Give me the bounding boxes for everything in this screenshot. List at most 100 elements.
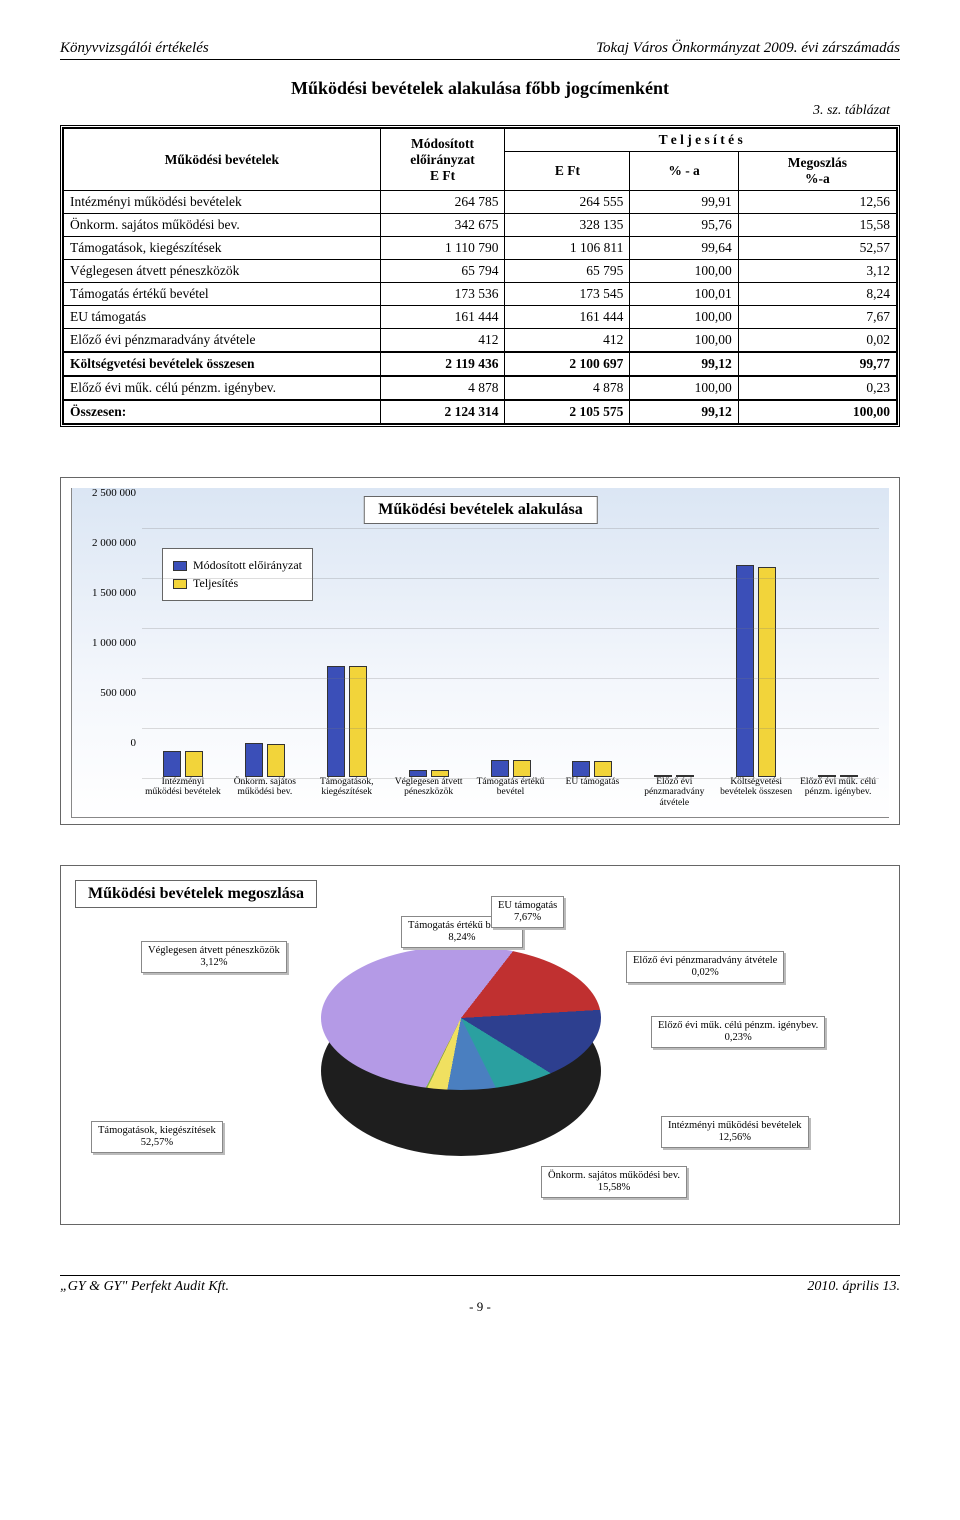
grid-line (142, 778, 879, 779)
row-val: 15,58 (738, 214, 896, 237)
row-val: 100,00 (630, 376, 738, 400)
row-val: 99,77 (738, 352, 896, 376)
pie-slice-label: Előző évi műk. célú pénzm. igénybev.0,23… (651, 1016, 825, 1048)
row-val: 342 675 (380, 214, 505, 237)
bar-chart: Működési bevételek alakulása Módosított … (60, 477, 900, 825)
table-row: Önkorm. sajátos működési bev.342 675328 … (64, 214, 897, 237)
bar-group (142, 528, 224, 777)
row-val: 2 119 436 (380, 352, 505, 376)
pie-slice-label: EU támogatás7,67% (491, 896, 564, 928)
grid-line (142, 628, 879, 629)
row-val: 95,76 (630, 214, 738, 237)
row-label: Véglegesen átvett péneszközök (64, 260, 381, 283)
x-axis-labels: Intézményi működési bevételekÖnkorm. saj… (142, 777, 879, 817)
row-val: 65 794 (380, 260, 505, 283)
bar-group (306, 528, 388, 777)
grid-line (142, 528, 879, 529)
row-label: Önkorm. sajátos működési bev. (64, 214, 381, 237)
row-val: 7,67 (738, 306, 896, 329)
table-row: Előző évi pénzmaradvány átvétele41241210… (64, 329, 897, 353)
bar-modified (245, 743, 263, 777)
bar-group (551, 528, 633, 777)
row-val: 161 444 (505, 306, 630, 329)
table-row: Támogatások, kiegészítések1 110 7901 106… (64, 237, 897, 260)
bar-modified (491, 760, 509, 777)
row-val: 1 110 790 (380, 237, 505, 260)
row-val: 412 (505, 329, 630, 353)
pie-slice-label: Intézményi működési bevételek12,56% (661, 1116, 809, 1148)
row-val: 12,56 (738, 191, 896, 214)
row-val: 173 545 (505, 283, 630, 306)
x-label: Támogatások, kiegészítések (306, 777, 388, 817)
bar-group (797, 528, 879, 777)
y-tick: 1 500 000 (92, 587, 136, 599)
row-label: Költségvetési bevételek összesen (64, 352, 381, 376)
bar-group (224, 528, 306, 777)
row-val: 100,00 (630, 260, 738, 283)
page-title: Működési bevételek alakulása főbb jogcím… (60, 78, 900, 99)
row-label: Támogatások, kiegészítések (64, 237, 381, 260)
bar-actual (267, 744, 285, 777)
row-val: 173 536 (380, 283, 505, 306)
col-header-modified: Módosított előirányzat E Ft (380, 129, 505, 191)
row-label: Előző évi pénzmaradvány átvétele (64, 329, 381, 353)
x-label: Támogatás értékű bevétel (470, 777, 552, 817)
row-val: 52,57 (738, 237, 896, 260)
row-val: 2 100 697 (505, 352, 630, 376)
x-label: Előző évi műk. célú pénzm. igénybev. (797, 777, 879, 817)
col-header-pct: % - a (630, 152, 738, 191)
row-val: 264 785 (380, 191, 505, 214)
col-header-name: Működési bevételek (64, 129, 381, 191)
footer-left: „GY & GY" Perfekt Audit Kft. (60, 1279, 229, 1295)
row-val: 99,12 (630, 400, 738, 424)
table-caption: 3. sz. táblázat (60, 103, 900, 119)
row-val: 4 878 (380, 376, 505, 400)
bar-modified (327, 666, 345, 777)
bar-modified (736, 565, 754, 777)
page-number: - 9 - (60, 1299, 900, 1315)
table-row: Intézményi működési bevételek264 785264 … (64, 191, 897, 214)
x-label: Költségvetési bevételek összesen (715, 777, 797, 817)
x-label: Önkorm. sajátos működési bev. (224, 777, 306, 817)
page-header: Könyvvizsgálói értékelés Tokaj Város Önk… (60, 40, 900, 60)
y-tick: 1 000 000 (92, 637, 136, 649)
table-row: Költségvetési bevételek összesen2 119 43… (64, 352, 897, 376)
row-val: 1 106 811 (505, 237, 630, 260)
bar-actual (349, 666, 367, 777)
row-label: Intézményi működési bevételek (64, 191, 381, 214)
row-val: 0,02 (738, 329, 896, 353)
bar-group (715, 528, 797, 777)
data-table-container: Működési bevételek Módosított előirányza… (60, 125, 900, 427)
grid-line (142, 678, 879, 679)
row-label: EU támogatás (64, 306, 381, 329)
x-label: Intézményi működési bevételek (142, 777, 224, 817)
bar-actual (431, 770, 449, 777)
y-tick: 2 500 000 (92, 487, 136, 499)
row-val: 8,24 (738, 283, 896, 306)
pie-slice-label: Előző évi pénzmaradvány átvétele0,02% (626, 951, 784, 983)
table-row: Összesen:2 124 3142 105 57599,12100,00 (64, 400, 897, 424)
table-row: EU támogatás161 444161 444100,007,67 (64, 306, 897, 329)
bar-group (388, 528, 470, 777)
row-val: 99,12 (630, 352, 738, 376)
col-header-eft: E Ft (505, 152, 630, 191)
row-val: 4 878 (505, 376, 630, 400)
row-val: 100,00 (630, 329, 738, 353)
grid-line (142, 578, 879, 579)
row-val: 2 105 575 (505, 400, 630, 424)
row-val: 412 (380, 329, 505, 353)
row-val: 99,64 (630, 237, 738, 260)
row-label: Támogatás értékű bevétel (64, 283, 381, 306)
pie-chart-title: Működési bevételek megoszlása (75, 880, 317, 908)
row-val: 3,12 (738, 260, 896, 283)
row-val: 2 124 314 (380, 400, 505, 424)
y-axis: 0500 0001 000 0001 500 0002 000 0002 500… (72, 528, 142, 777)
table-row: Véglegesen átvett péneszközök65 79465 79… (64, 260, 897, 283)
grid-line (142, 728, 879, 729)
pie-slice-label: Önkorm. sajátos működési bev.15,58% (541, 1166, 687, 1198)
header-right: Tokaj Város Önkormányzat 2009. évi zársz… (596, 40, 900, 57)
pie-disc (321, 946, 601, 1090)
row-val: 0,23 (738, 376, 896, 400)
footer-right: 2010. április 13. (807, 1279, 900, 1295)
row-label: Összesen: (64, 400, 381, 424)
